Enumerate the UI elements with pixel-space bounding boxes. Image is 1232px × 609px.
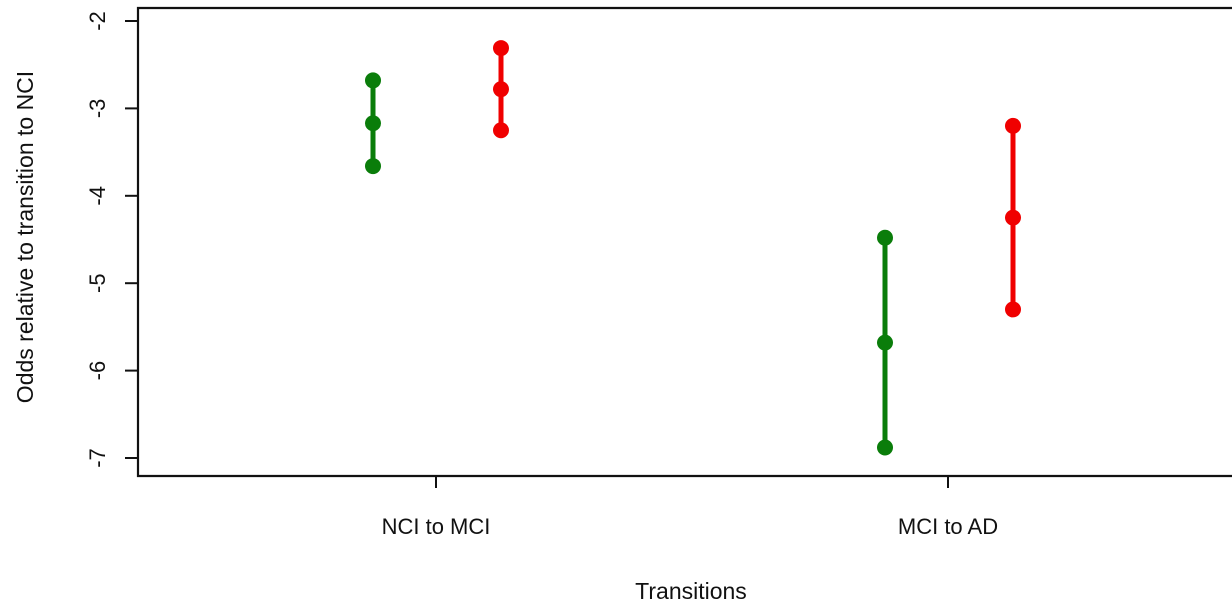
x-axis: NCI to MCI MCI to AD [382, 476, 998, 539]
interval-lower-point [493, 122, 509, 139]
y-tick-label: -7 [85, 448, 110, 468]
y-tick-label: -5 [85, 273, 110, 293]
y-tick-label: -6 [85, 361, 110, 381]
x-tick-label: MCI to AD [898, 514, 998, 539]
x-tick-label: NCI to MCI [382, 514, 491, 539]
y-axis-title: Odds relative to transition to NCI [12, 71, 38, 403]
interval-lower-point [877, 439, 893, 456]
interval-estimate-point [365, 115, 381, 132]
plot-frame [136, 6, 1232, 478]
interval-estimate-point [1005, 209, 1021, 226]
interval-upper-point [1005, 117, 1021, 134]
interval-estimate-point [493, 81, 509, 98]
plot-border [136, 6, 1232, 478]
interval-mark [365, 72, 381, 175]
interval-lower-point [1005, 301, 1021, 318]
interval-upper-point [877, 229, 893, 246]
y-axis: -2 -3 -4 -5 -6 -7 [85, 11, 138, 468]
y-tick-label: -4 [85, 186, 110, 206]
interval-lower-point [365, 158, 381, 175]
data-marks [365, 40, 1021, 456]
interval-mark [1005, 117, 1021, 318]
interval-mark [877, 229, 893, 456]
interval-upper-point [493, 40, 509, 57]
x-axis-title: Transitions [635, 578, 747, 604]
interval-upper-point [365, 72, 381, 89]
interval-estimate-point [877, 334, 893, 351]
y-tick-label: -2 [85, 11, 110, 31]
interval-mark [493, 40, 509, 139]
y-tick-label: -3 [85, 99, 110, 119]
